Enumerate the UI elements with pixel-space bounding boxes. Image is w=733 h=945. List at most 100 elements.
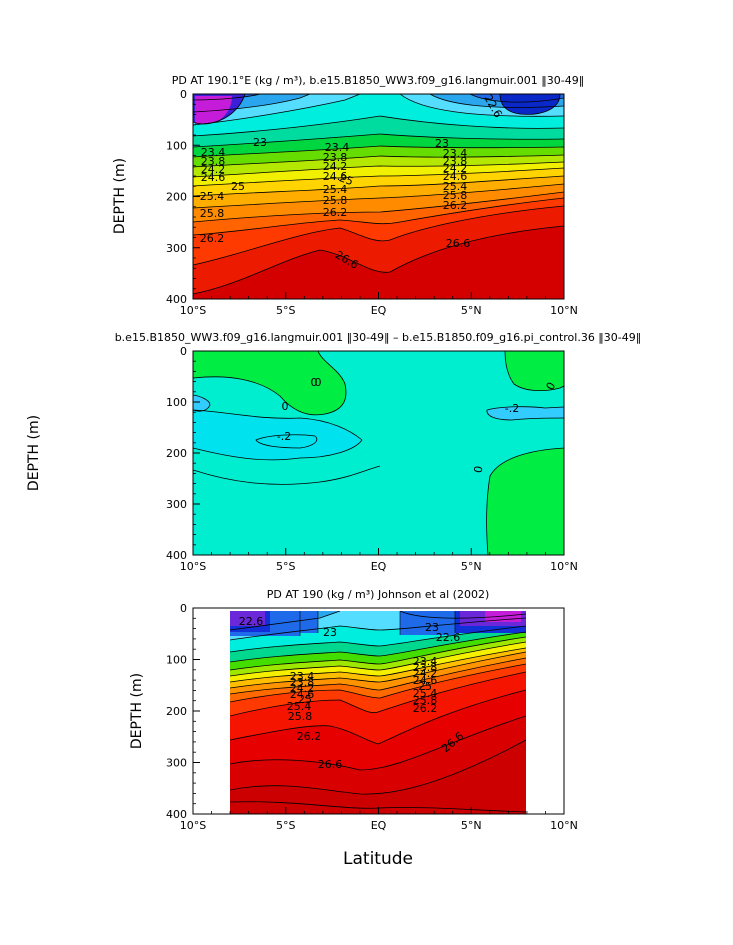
contour-label: 26.6 <box>318 758 343 771</box>
panel-2-contour-labels: 00-.20-.200 <box>277 376 559 474</box>
contour-label: 23.8 <box>201 155 226 168</box>
contour-label: 23.8 <box>290 676 315 689</box>
contour-label: 22.6 <box>436 631 461 644</box>
x-tick-label: 5°N <box>461 819 482 832</box>
panel-3-x-ticks: 10°S 5°S EQ 5°N 10°N <box>180 807 578 832</box>
panel-3-y-axis-label: DEPTH (m) <box>129 673 145 749</box>
contour-label: 0 <box>315 376 322 389</box>
contour-label: 22.6 <box>239 615 264 628</box>
panel-1-y-axis-label: DEPTH (m) <box>112 158 128 234</box>
contour-label: 25 <box>298 693 312 706</box>
contour-label: 25.8 <box>323 194 348 207</box>
contour-label: 23 <box>323 626 337 639</box>
contour-label: 23 <box>435 137 449 150</box>
contour-label: 25.4 <box>200 190 225 203</box>
contour-label: 24.6 <box>413 674 438 687</box>
x-tick-label: 5°S <box>276 304 295 317</box>
panel-3: 22.622.62323.423.824.224.62525.425.826.2… <box>129 588 578 869</box>
panel-2-title: b.e15.B1850_WW3.f09_g16.langmuir.001 ‖30… <box>115 331 642 344</box>
contour-label: 25.8 <box>413 694 438 707</box>
contour-label: 24.6 <box>323 170 348 183</box>
y-tick-label: 200 <box>166 447 187 460</box>
y-tick-label: 0 <box>180 602 187 615</box>
contour-label: 25.8 <box>288 710 313 723</box>
panel-1-contour-labels: 22.62323.423.824.224.62525.425.826.226.6… <box>200 92 505 271</box>
x-tick-label: EQ <box>371 304 387 317</box>
x-tick-label: 10°S <box>180 304 206 317</box>
x-tick-label: 10°N <box>550 304 578 317</box>
x-tick-label: EQ <box>371 819 387 832</box>
y-tick-label: 0 <box>180 88 187 101</box>
contour-label: 25 <box>337 171 355 188</box>
contour-label: 23.4 <box>413 655 438 668</box>
y-tick-label: 100 <box>166 654 187 667</box>
x-tick-label: EQ <box>371 560 387 573</box>
contour-label: 23.4 <box>443 147 468 160</box>
y-tick-label: 300 <box>166 498 187 511</box>
contour-label: 24.2 <box>323 160 348 173</box>
y-tick-label: 100 <box>166 396 187 409</box>
contour-label: -.2 <box>277 430 291 443</box>
contour-label: 24.2 <box>201 163 226 176</box>
contour-label: 26.2 <box>413 702 438 715</box>
contour-label: 0 <box>311 376 318 389</box>
contour-label: 25.4 <box>413 687 438 700</box>
contour-label: 25.4 <box>443 180 468 193</box>
x-tick-label: 5°S <box>276 560 295 573</box>
y-tick-label: 400 <box>166 293 187 306</box>
contour-label: 25.8 <box>443 189 468 202</box>
panel-1-y-ticks: 0 100 200 300 400 <box>166 88 200 306</box>
x-tick-label: 5°N <box>461 560 482 573</box>
panel-3-contour-labels: 22.622.62323.423.824.224.62525.425.826.2… <box>239 615 467 771</box>
y-tick-label: 100 <box>166 139 187 152</box>
contour-label: 25.4 <box>287 700 312 713</box>
panel-2-x-ticks: 10°S 5°S EQ 5°N 10°N <box>180 548 578 573</box>
y-tick-label: 200 <box>166 705 187 718</box>
panel-1-title: PD AT 190.1°E (kg / m³), b.e15.B1850_WW3… <box>172 74 585 87</box>
contour-label: 23.8 <box>443 155 468 168</box>
contour-label: 24.6 <box>290 688 315 701</box>
contour-label: 23.4 <box>201 146 226 159</box>
contour-label: 0 <box>472 465 486 474</box>
x-tick-label: 10°N <box>550 560 578 573</box>
panel-3-field <box>230 611 526 814</box>
contour-label: 25 <box>418 680 432 693</box>
panel-1-x-ticks: 10°S 5°S EQ 5°N 10°N <box>180 292 578 317</box>
contour-label: 0 <box>282 400 289 413</box>
panel-2-field <box>193 351 564 555</box>
contour-label: 23 <box>425 621 439 634</box>
contour-label: 24.2 <box>413 667 438 680</box>
contour-label: 26.2 <box>297 730 322 743</box>
panel-2-y-axis-label: DEPTH (m) <box>26 415 42 491</box>
panel-1-field <box>193 94 564 299</box>
contour-label: 24.6 <box>443 170 468 183</box>
contour-label: 23.4 <box>325 141 350 154</box>
contour-label: 25 <box>231 180 245 193</box>
contour-label: 26.2 <box>323 206 348 219</box>
contour-label: 24.2 <box>290 682 315 695</box>
x-tick-label: 10°S <box>180 560 206 573</box>
panel-3-x-axis-label: Latitude <box>343 849 413 869</box>
panel-1: 22.62323.423.824.224.62525.425.826.226.6… <box>112 74 584 317</box>
contour-label: 23 <box>253 136 267 149</box>
y-tick-label: 300 <box>166 242 187 255</box>
y-tick-label: 400 <box>166 549 187 562</box>
y-tick-label: 200 <box>166 191 187 204</box>
y-tick-label: 400 <box>166 808 187 821</box>
contour-label: 25.8 <box>200 207 225 220</box>
y-tick-label: 300 <box>166 757 187 770</box>
contour-label: 26.6 <box>446 237 471 250</box>
x-tick-label: 10°N <box>550 819 578 832</box>
x-tick-label: 5°N <box>461 304 482 317</box>
y-tick-label: 0 <box>180 345 187 358</box>
contour-label: -.2 <box>505 402 519 415</box>
contour-label: 24.2 <box>443 162 468 175</box>
contour-label: 23.4 <box>290 670 315 683</box>
contour-label: 23.8 <box>323 151 348 164</box>
panel-3-y-ticks: 0 100 200 300 400 <box>166 602 200 821</box>
contour-label: 23.8 <box>413 661 438 674</box>
contour-label: 26.2 <box>443 199 468 212</box>
contour-label: 25.4 <box>323 183 348 196</box>
panel-2-y-ticks: 0 100 200 300 400 <box>166 345 200 562</box>
